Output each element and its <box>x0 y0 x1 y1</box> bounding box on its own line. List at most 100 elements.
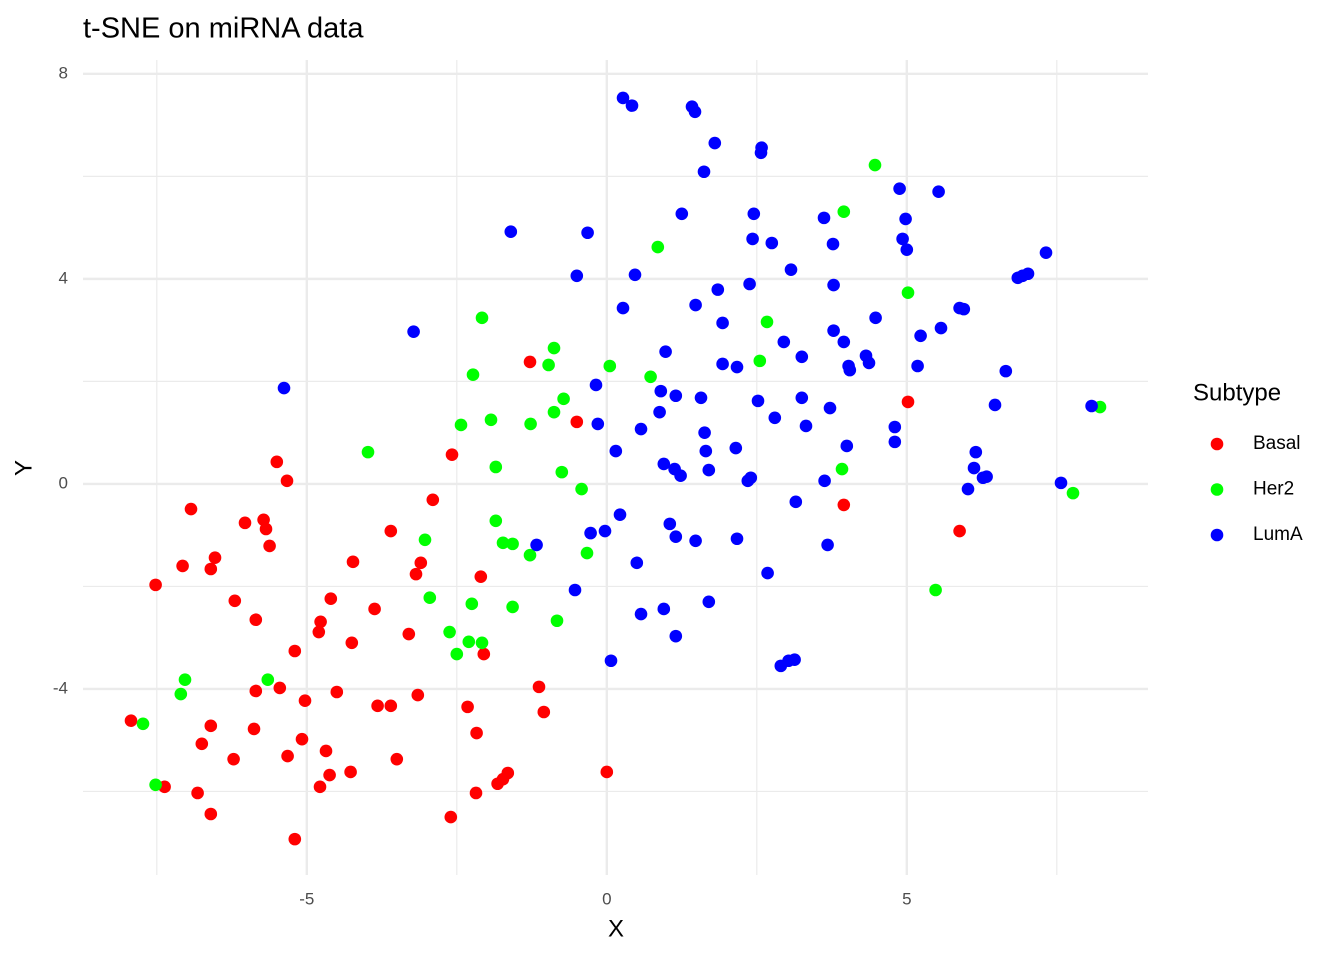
point <box>411 688 425 702</box>
point <box>384 699 398 713</box>
point <box>489 460 503 474</box>
point <box>616 91 630 105</box>
point <box>789 495 803 509</box>
point <box>523 548 537 562</box>
point <box>178 673 192 687</box>
point <box>899 212 912 226</box>
point <box>149 578 162 592</box>
point <box>174 687 188 701</box>
point <box>837 498 851 512</box>
point <box>423 591 437 604</box>
point <box>835 462 849 476</box>
point <box>961 482 975 496</box>
point <box>542 358 555 372</box>
point <box>869 311 882 325</box>
point <box>746 232 759 246</box>
point <box>1066 486 1080 500</box>
point <box>208 551 222 565</box>
point <box>821 538 834 552</box>
point <box>625 99 639 112</box>
point <box>273 681 287 695</box>
point <box>774 659 788 673</box>
point <box>149 778 162 792</box>
point <box>754 146 768 160</box>
point <box>694 391 708 405</box>
point <box>716 316 729 330</box>
point <box>547 341 561 355</box>
point <box>659 345 672 358</box>
point <box>324 592 338 606</box>
point <box>716 357 729 371</box>
point <box>532 680 546 694</box>
point <box>288 832 302 846</box>
point <box>361 445 375 459</box>
point <box>313 780 327 794</box>
point <box>969 445 983 459</box>
point <box>184 502 198 516</box>
point <box>450 647 464 661</box>
point <box>238 516 252 530</box>
point <box>868 158 882 172</box>
point <box>344 765 357 779</box>
point <box>454 418 468 432</box>
y-tick-label: 4 <box>59 268 68 287</box>
point <box>888 435 902 449</box>
y-tick-label: 8 <box>59 63 68 82</box>
legend-swatch <box>1210 528 1224 542</box>
point <box>957 302 971 316</box>
point <box>674 469 687 483</box>
x-tick-label: 5 <box>902 889 911 908</box>
point <box>537 705 551 719</box>
point <box>768 411 782 425</box>
point <box>603 359 617 373</box>
point <box>484 413 498 427</box>
point <box>634 607 648 621</box>
point <box>799 419 813 433</box>
point <box>711 283 725 296</box>
point <box>195 737 209 751</box>
point <box>901 286 915 300</box>
point <box>634 422 648 436</box>
point <box>651 240 665 254</box>
point <box>840 439 854 453</box>
point <box>914 329 927 343</box>
point <box>368 602 381 616</box>
point <box>688 105 702 119</box>
point <box>523 355 537 369</box>
y-tick-label: 0 <box>59 473 68 492</box>
point <box>761 566 774 580</box>
point <box>580 546 594 560</box>
point <box>657 457 671 471</box>
point <box>227 752 240 766</box>
point <box>280 474 294 488</box>
point <box>934 321 948 335</box>
point <box>823 401 837 415</box>
point <box>496 536 510 550</box>
point <box>669 389 683 403</box>
x-tick-label: -5 <box>299 889 314 908</box>
point <box>1021 267 1035 281</box>
point <box>390 752 404 766</box>
point <box>932 185 945 199</box>
point <box>409 567 423 581</box>
point <box>191 786 204 800</box>
legend-label: LumA <box>1253 524 1303 545</box>
point <box>584 526 597 540</box>
point <box>477 647 491 661</box>
point <box>609 444 623 458</box>
point <box>826 237 840 251</box>
point <box>929 583 942 597</box>
point <box>616 301 630 315</box>
point <box>730 532 744 546</box>
point <box>547 405 561 419</box>
point <box>474 570 488 583</box>
point <box>628 268 642 282</box>
point <box>443 625 456 639</box>
x-axis-label: X <box>608 915 624 942</box>
point <box>445 448 459 461</box>
point <box>475 636 489 650</box>
point <box>675 207 689 221</box>
point <box>124 714 138 728</box>
point <box>259 522 273 536</box>
